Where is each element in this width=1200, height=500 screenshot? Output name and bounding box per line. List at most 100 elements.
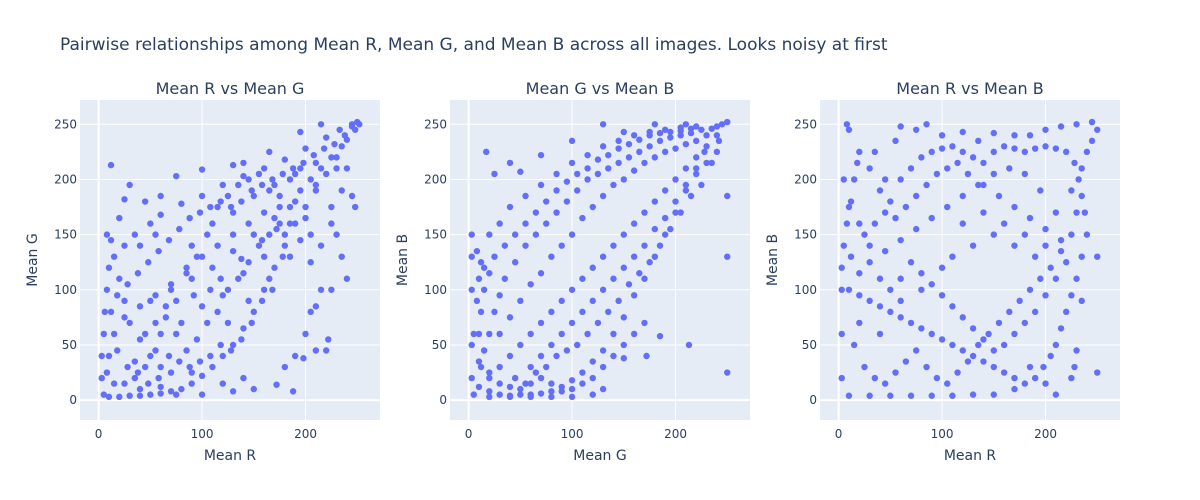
- data-point: [610, 181, 617, 189]
- data-point: [281, 363, 289, 371]
- data-point: [1068, 187, 1075, 194]
- y-tick-label: 250: [794, 117, 817, 131]
- data-point: [188, 369, 195, 376]
- data-point: [928, 148, 935, 156]
- data-point: [641, 319, 648, 327]
- data-point: [589, 264, 596, 271]
- data-point: [1063, 148, 1070, 156]
- data-point: [157, 192, 164, 200]
- data-point: [297, 236, 304, 244]
- data-point: [980, 181, 987, 189]
- data-point: [522, 220, 529, 227]
- y-tick-label: 150: [424, 228, 447, 242]
- data-point: [240, 159, 247, 167]
- data-point: [897, 314, 904, 321]
- data-point: [229, 341, 237, 349]
- data-point: [116, 393, 123, 401]
- data-point: [1021, 319, 1029, 327]
- data-point: [537, 352, 545, 360]
- data-point: [558, 330, 565, 338]
- data-point: [610, 275, 617, 282]
- subplot-1: 0 100 200 0 50 100 150 200 250 Mean R vs Mean G Me…: [25, 79, 380, 464]
- data-point: [286, 220, 294, 227]
- data-point: [887, 198, 894, 205]
- data-point: [238, 198, 245, 205]
- y-tick-label: 0: [439, 393, 447, 407]
- data-point: [838, 330, 845, 338]
- data-point: [661, 214, 669, 222]
- data-point: [724, 192, 731, 200]
- data-point: [527, 330, 534, 338]
- data-point: [724, 118, 731, 126]
- data-point: [1042, 380, 1049, 387]
- data-point: [532, 209, 540, 216]
- data-point: [1042, 292, 1049, 299]
- data-point: [568, 137, 576, 145]
- data-point: [682, 181, 690, 189]
- y-tick-label: 150: [54, 228, 77, 242]
- data-point: [517, 297, 524, 305]
- data-point: [468, 341, 475, 349]
- data-point: [661, 231, 669, 238]
- data-point: [928, 214, 935, 222]
- data-point: [121, 297, 128, 305]
- data-point: [553, 170, 560, 178]
- data-point: [845, 286, 853, 293]
- data-point: [850, 176, 858, 183]
- data-point: [188, 242, 195, 249]
- data-point: [219, 292, 226, 299]
- data-point: [881, 209, 889, 216]
- data-point: [902, 358, 910, 365]
- y-tick-label: 200: [794, 172, 817, 186]
- data-point: [141, 330, 149, 338]
- data-point: [698, 126, 705, 133]
- data-point: [913, 225, 920, 233]
- data-point: [107, 308, 115, 316]
- data-point: [136, 303, 144, 310]
- data-point: [219, 380, 226, 387]
- data-point: [1026, 132, 1034, 139]
- data-point: [708, 159, 715, 167]
- data-point: [667, 225, 674, 233]
- data-point: [643, 352, 650, 360]
- data-point: [110, 380, 118, 387]
- data-point: [913, 126, 920, 133]
- data-point: [907, 259, 915, 266]
- data-point: [480, 264, 488, 271]
- data-point: [568, 377, 576, 384]
- data-point: [980, 209, 987, 216]
- data-point: [537, 319, 545, 327]
- data-point: [258, 236, 266, 244]
- data-point: [126, 181, 133, 189]
- data-point: [147, 352, 154, 360]
- data-point: [871, 148, 879, 156]
- data-point: [532, 231, 540, 238]
- data-point: [312, 187, 320, 194]
- data-point: [918, 286, 925, 293]
- data-point: [496, 391, 503, 398]
- data-point: [646, 259, 653, 266]
- data-point: [255, 242, 263, 249]
- data-point: [838, 286, 845, 293]
- data-point: [980, 358, 987, 365]
- plot-area: [80, 100, 380, 420]
- data-point: [969, 242, 977, 249]
- data-point: [843, 121, 851, 128]
- data-point: [615, 159, 622, 167]
- data-point: [338, 143, 345, 150]
- y-axis-label: Mean B: [395, 234, 411, 286]
- data-point: [677, 132, 684, 139]
- x-tick-label: 0: [465, 427, 473, 441]
- data-point: [661, 187, 669, 194]
- data-point: [1057, 123, 1065, 130]
- data-point: [636, 148, 643, 156]
- x-tick-label: 200: [664, 427, 687, 441]
- data-point: [854, 159, 861, 167]
- data-point: [579, 275, 586, 282]
- data-point: [1011, 385, 1018, 393]
- subplot-title: Mean R vs Mean B: [896, 79, 1043, 98]
- data-point: [1071, 363, 1078, 371]
- data-point: [861, 363, 868, 371]
- data-point: [584, 176, 591, 183]
- data-point: [866, 242, 873, 249]
